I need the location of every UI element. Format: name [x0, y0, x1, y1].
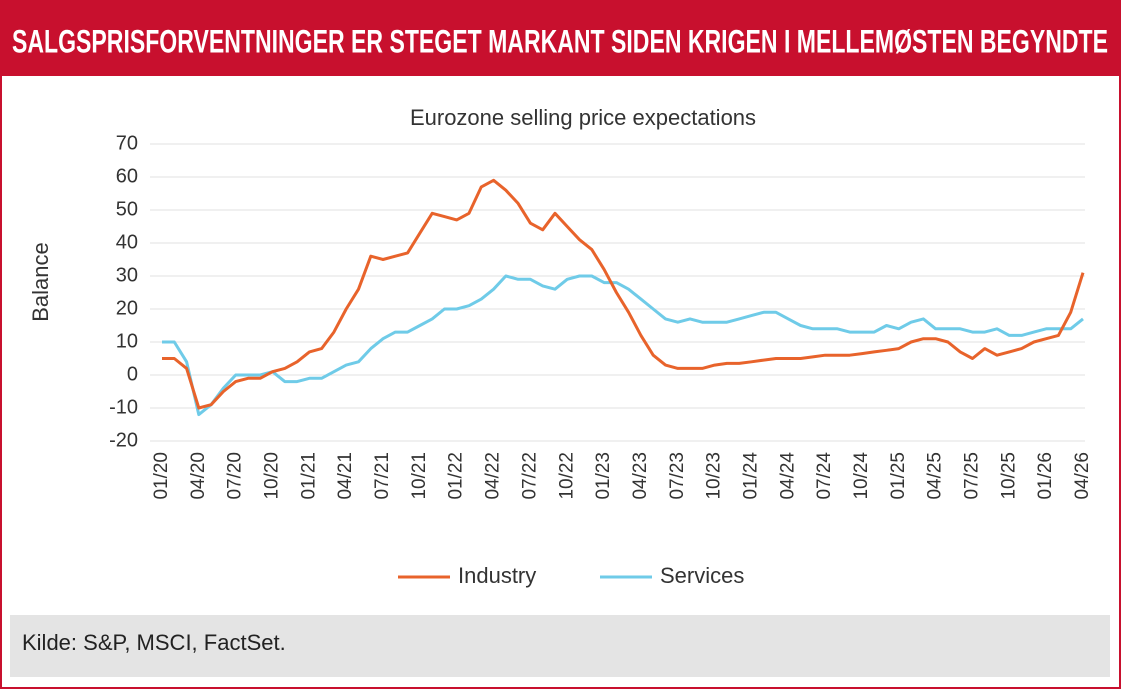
x-tick-label: 07/23: [667, 452, 688, 500]
x-tick-label: 04/24: [777, 452, 798, 500]
source: Kilde: S&P, MSCI, FactSet.: [22, 630, 286, 655]
x-tick-label: 10/24: [851, 452, 872, 500]
y-tick-label: 60: [116, 165, 138, 187]
x-tick-label: 10/23: [704, 452, 725, 500]
y-tick-label: -10: [109, 396, 138, 418]
y-tick-label: 40: [116, 231, 138, 253]
x-tick-label: 07/21: [372, 452, 393, 500]
x-tick-label: 01/22: [446, 452, 467, 500]
y-tick-label: 20: [116, 297, 138, 319]
x-tick-label: 01/23: [593, 452, 614, 500]
x-tick-label: 10/20: [262, 452, 283, 500]
x-tick-label: 07/22: [519, 452, 540, 500]
x-tick-label: 04/22: [483, 452, 504, 500]
x-tick-label: 04/23: [630, 452, 651, 500]
x-tick-label: 04/20: [188, 452, 209, 500]
x-tick-label: 01/26: [1035, 452, 1056, 500]
header-title: SALGSPRISFORVENTNINGER ER STEGET MARKANT…: [12, 23, 1108, 59]
x-tick-label: 01/20: [151, 452, 172, 500]
x-tick-label: 07/24: [814, 452, 835, 500]
y-tick-label: 10: [116, 330, 138, 352]
x-tick-label: 07/20: [225, 452, 246, 500]
x-tick-label: 10/21: [409, 452, 430, 500]
legend-label: Industry: [458, 563, 536, 588]
x-tick-label: 04/25: [925, 452, 946, 500]
x-tick-label: 01/21: [298, 452, 319, 500]
line: [162, 178, 1085, 410]
legend-label: Services: [660, 563, 744, 588]
line: [162, 274, 1084, 417]
x-tick-label: 01/24: [740, 452, 761, 500]
chart-title: Eurozone selling price expectations: [410, 105, 756, 130]
header-bar: [1, 1, 1120, 76]
x-tick-label: 04/26: [1072, 452, 1093, 500]
y-tick-label: 70: [116, 132, 138, 154]
y-tick-label: 0: [127, 363, 138, 385]
x-tick-label: 10/22: [556, 452, 577, 500]
x-tick-label: 01/25: [888, 452, 909, 500]
y-tick-label: -20: [109, 429, 138, 451]
x-tick-label: 10/25: [998, 452, 1019, 500]
x-tick-label: 07/25: [961, 452, 982, 500]
x-tick-label: 04/21: [335, 452, 356, 500]
y-tick-label: 50: [116, 198, 138, 220]
y-tick-label: 30: [116, 264, 138, 286]
footer-bar: [10, 615, 1110, 677]
y-axis-label: Balance: [28, 242, 53, 322]
